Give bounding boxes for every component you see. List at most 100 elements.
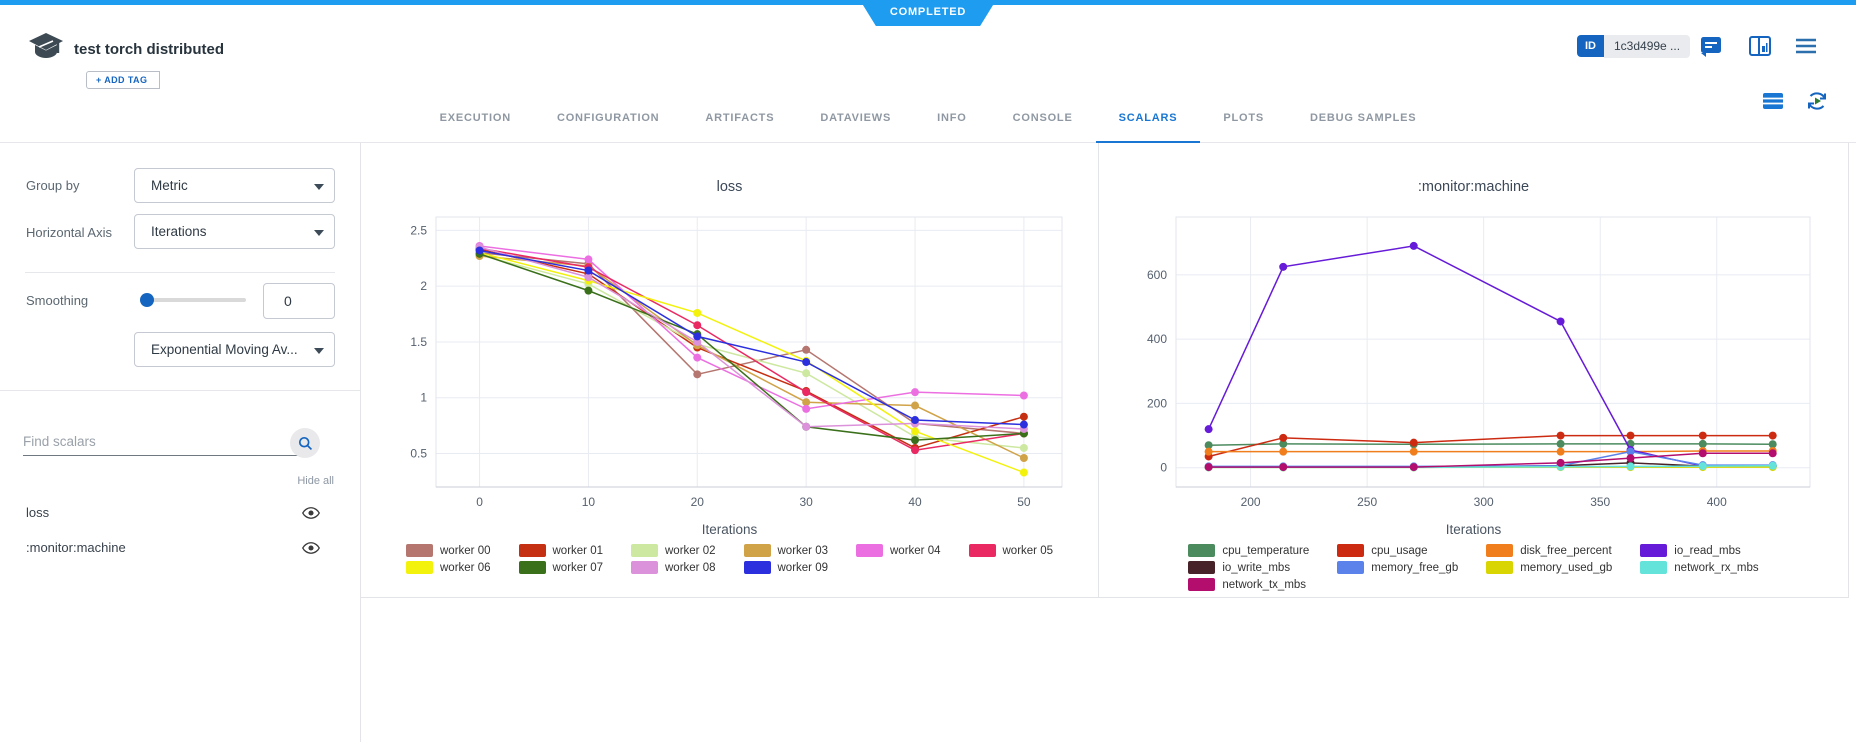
add-tag-button[interactable]: + ADD TAG [86, 71, 161, 89]
tab-debug-samples[interactable]: DEBUG SAMPLES [1310, 112, 1417, 124]
legend-label: worker 04 [890, 544, 941, 557]
legend-label: cpu_temperature [1222, 544, 1310, 557]
legend-item-disk_free_percent[interactable]: disk_free_percent [1486, 544, 1612, 557]
search-button[interactable] [290, 428, 320, 458]
metric-row-loss[interactable]: loss [0, 495, 360, 530]
legend-label: worker 09 [777, 561, 829, 574]
legend-swatch [631, 561, 658, 574]
svg-text:300: 300 [1473, 495, 1493, 509]
legend-label: worker 01 [552, 544, 604, 557]
legend-item-io_write_mbs[interactable]: io_write_mbs [1188, 561, 1309, 574]
tab-artifacts[interactable]: ARTIFACTS [705, 112, 775, 124]
tab-plots[interactable]: PLOTS [1223, 112, 1265, 124]
legend-item-worker-09[interactable]: worker 09 [743, 561, 829, 574]
legend-label: worker 08 [665, 561, 716, 574]
legend-swatch [406, 561, 433, 574]
horizontal-axis-label: Horizontal Axis [26, 225, 112, 240]
svg-text:0.5: 0.5 [410, 447, 427, 461]
x-axis-label: Iterations [701, 522, 758, 537]
smoothing-slider[interactable] [140, 293, 246, 307]
legend-swatch [518, 544, 546, 557]
metric-row--monitor-machine[interactable]: :monitor:machine [0, 530, 360, 565]
smoothing-value-input[interactable] [263, 283, 335, 319]
menu-icon[interactable] [1793, 34, 1819, 58]
tab-configuration[interactable]: CONFIGURATION [556, 112, 660, 124]
group-by-select[interactable]: Metric [134, 168, 335, 203]
tab-console[interactable]: CONSOLE [1012, 112, 1073, 124]
eye-icon[interactable] [302, 541, 320, 555]
legend-item-worker-06[interactable]: worker 06 [406, 561, 491, 574]
legend-item-worker-05[interactable]: worker 05 [968, 544, 1053, 557]
legend-item-worker-01[interactable]: worker 01 [518, 544, 604, 557]
svg-text:200: 200 [1240, 495, 1260, 509]
legend-item-worker-08[interactable]: worker 08 [631, 561, 716, 574]
tab-dataviews[interactable]: DATAVIEWS [820, 112, 892, 124]
legend-label: worker 06 [440, 561, 491, 574]
chart-panel-loss: loss 0 10 20 30 40 50 0.5 1 1.5 2 2.5 Iterations w… [361, 143, 1099, 597]
group-by-label: Group by [26, 178, 80, 193]
legend-item-network_tx_mbs[interactable]: network_tx_mbs [1188, 578, 1309, 591]
smoothing-label: Smoothing [26, 293, 89, 308]
loss-line-chart[interactable]: 0 10 20 30 40 50 0.5 1 1.5 2 2.5 [372, 205, 1088, 517]
smoothing-slider-thumb[interactable] [140, 293, 154, 307]
legend-item-network_rx_mbs[interactable]: network_rx_mbs [1640, 561, 1759, 574]
legend-label: network_tx_mbs [1222, 578, 1307, 591]
svg-text:30: 30 [799, 495, 813, 509]
svg-text:50: 50 [1017, 495, 1031, 509]
legend-item-cpu_temperature[interactable]: cpu_temperature [1188, 544, 1309, 557]
tab-info[interactable]: INFO [937, 112, 967, 124]
loss-legend: worker 00 worker 01 worker 02 worker 03 work… [406, 544, 1053, 574]
tabs-list: EXECUTION CONFIGURATION ARTIFACTS DATAVIEWS… [417, 112, 1440, 143]
monitor-machine-line-chart[interactable]: 200 250 300 350 400 0 200 400 600 [1112, 205, 1836, 517]
svg-text:2: 2 [420, 279, 427, 293]
legend-item-worker-00[interactable]: worker 00 [406, 544, 491, 557]
smoothing-type-select[interactable]: Exponential Moving Av... [134, 332, 335, 367]
series-disk_free_percent [1208, 450, 1773, 453]
legend-label: network_rx_mbs [1674, 561, 1759, 574]
legend-item-io_read_mbs[interactable]: io_read_mbs [1640, 544, 1758, 557]
legend-swatch [631, 544, 658, 557]
svg-text:400: 400 [1146, 332, 1166, 346]
legend-item-memory_used_gb[interactable]: memory_used_gb [1486, 561, 1612, 574]
chart-panel-monitor-machine: :monitor:machine 200 250 300 350 400 0 200 400 6… [1099, 143, 1848, 597]
tab-scalars[interactable]: SCALARS [1095, 112, 1201, 143]
legend-label: worker 07 [552, 561, 604, 574]
horizontal-axis-value: Iterations [151, 224, 207, 239]
series-worker-07 [478, 253, 1024, 441]
series-worker-05 [478, 247, 1024, 451]
metric-label: loss [26, 505, 50, 520]
series-cpu_usage [1207, 434, 1773, 458]
legend-item-memory_free_gb[interactable]: memory_free_gb [1337, 561, 1458, 574]
experiment-logo-icon [29, 33, 63, 58]
metric-label: :monitor:machine [26, 540, 126, 555]
legend-swatch [1486, 544, 1514, 557]
legend-item-worker-02[interactable]: worker 02 [631, 544, 716, 557]
chevron-down-icon [314, 184, 324, 190]
legend-label: disk_free_percent [1520, 544, 1612, 557]
legend-item-worker-07[interactable]: worker 07 [518, 561, 604, 574]
legend-swatch [856, 544, 883, 557]
table-view-icon[interactable] [1760, 88, 1786, 114]
legend-swatch [968, 544, 996, 557]
legend-label: io_write_mbs [1222, 561, 1291, 574]
search-input[interactable] [23, 428, 299, 456]
tab-execution[interactable]: EXECUTION [439, 112, 511, 124]
legend-label: cpu_usage [1371, 544, 1428, 557]
hide-all-link[interactable]: Hide all [297, 475, 334, 487]
comment-icon[interactable] [1698, 34, 1724, 58]
legend-label: memory_used_gb [1520, 561, 1613, 574]
horizontal-axis-select[interactable]: Iterations [134, 214, 335, 249]
legend-item-worker-04[interactable]: worker 04 [856, 544, 941, 557]
legend-item-cpu_usage[interactable]: cpu_usage [1337, 544, 1458, 557]
experiment-id-badge[interactable]: ID 1c3d499e ... [1577, 34, 1691, 58]
legend-swatch [743, 544, 771, 557]
chart-title: :monitor:machine [1417, 179, 1530, 195]
series-worker-09 [478, 249, 1024, 426]
series-io_read_mbs [1207, 245, 1773, 467]
eye-icon[interactable] [302, 506, 320, 520]
auto-refresh-icon[interactable] [1804, 88, 1830, 114]
legend-item-worker-03[interactable]: worker 03 [743, 544, 828, 557]
legend-swatch [1188, 544, 1216, 557]
details-panel-icon[interactable] [1747, 34, 1773, 58]
